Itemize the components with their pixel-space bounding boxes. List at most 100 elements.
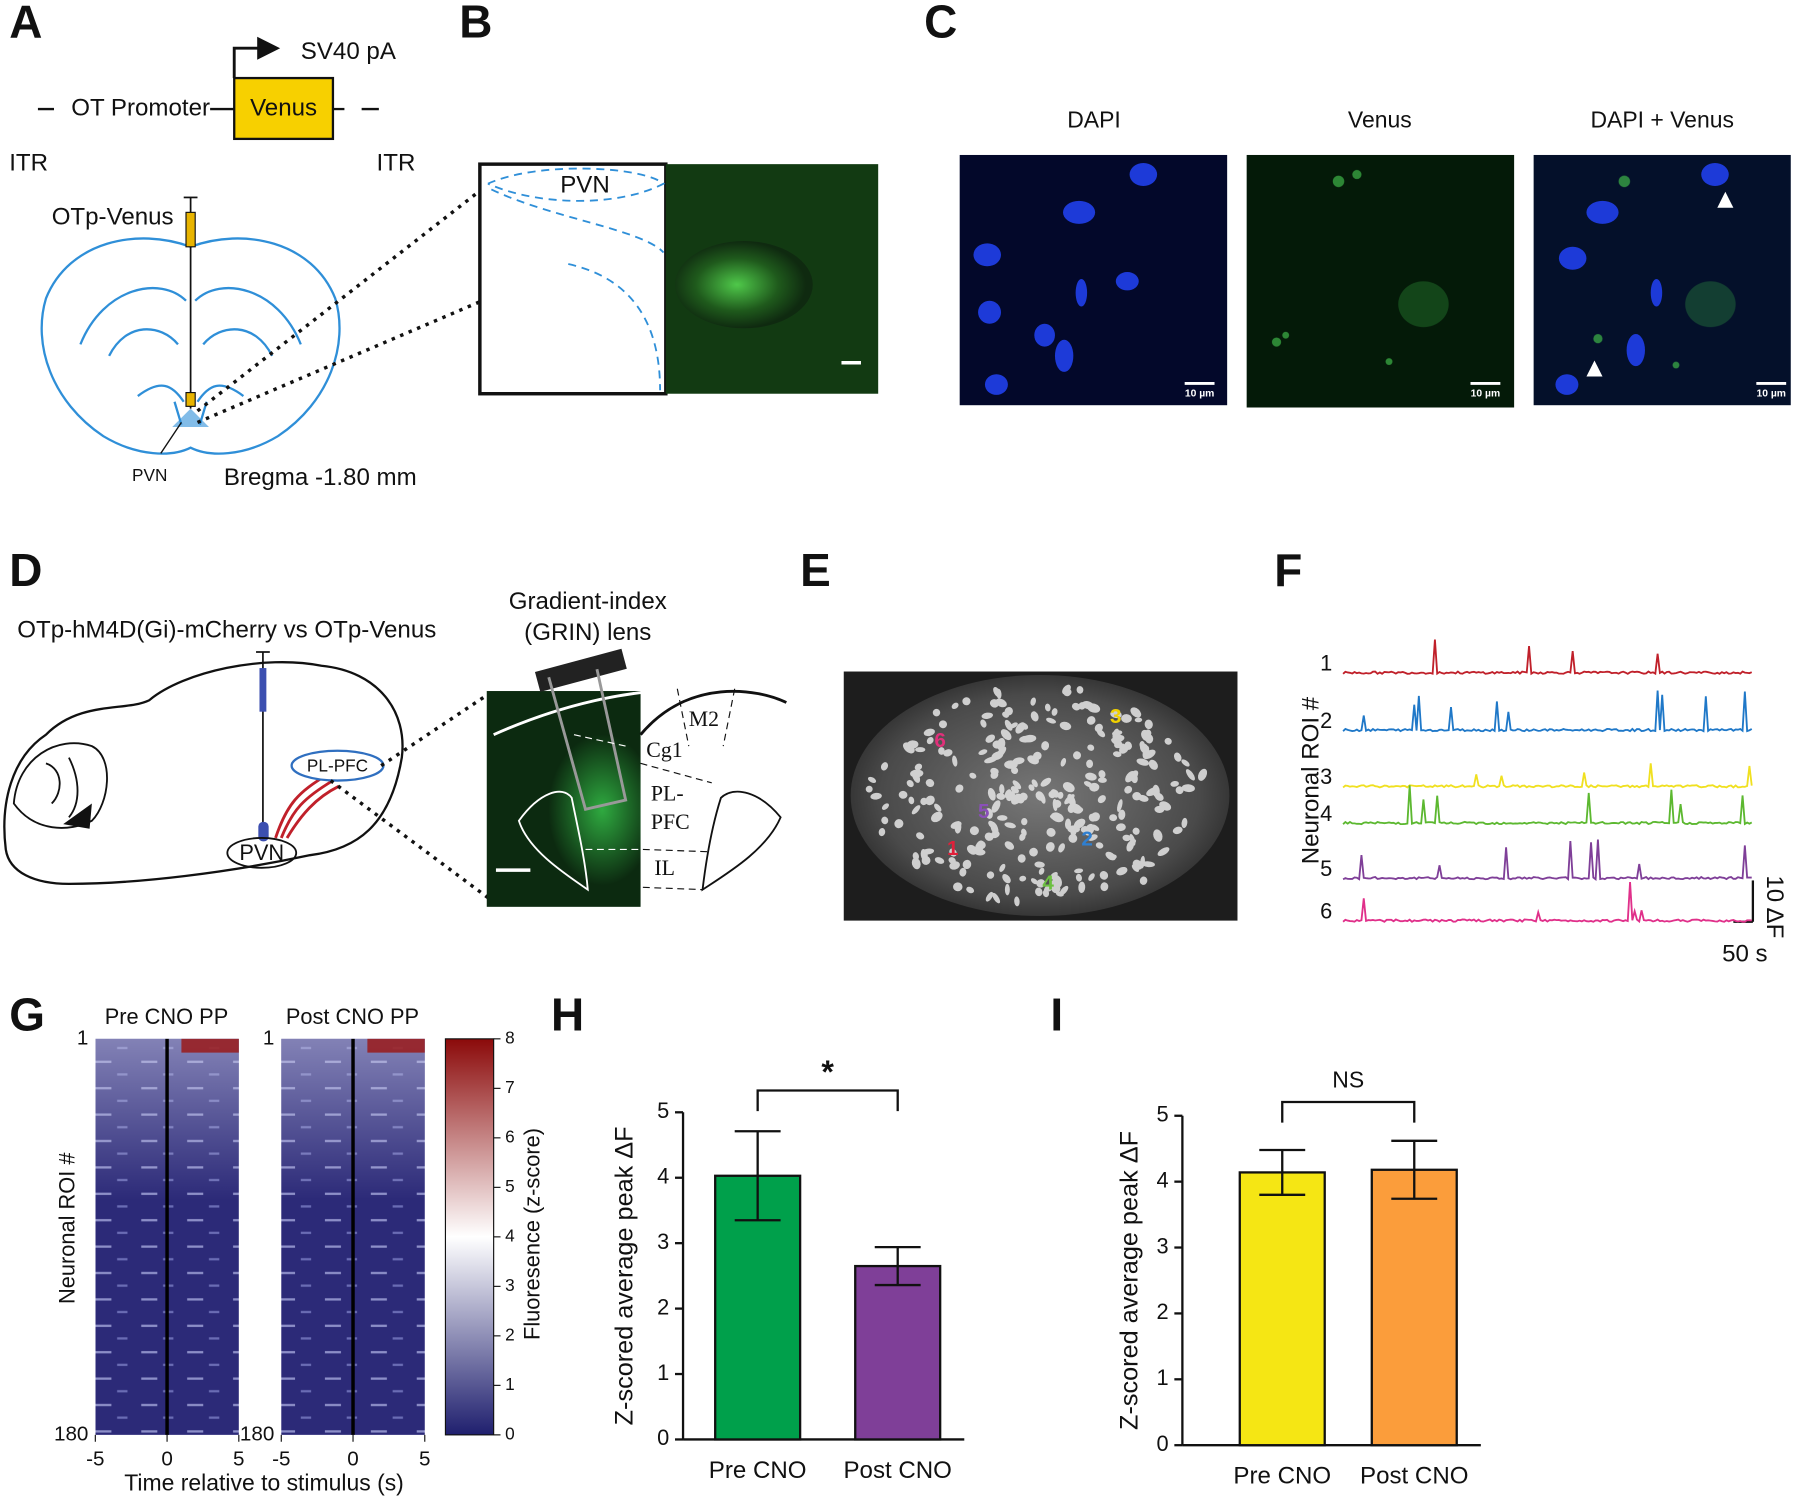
cell	[1019, 735, 1033, 743]
cell	[1050, 789, 1060, 798]
region-label: PVN	[132, 465, 167, 485]
cell	[1017, 796, 1025, 804]
cell	[1118, 809, 1126, 820]
y-tick-label: 0	[1156, 1431, 1168, 1456]
cell	[1088, 873, 1095, 881]
cell	[1098, 770, 1106, 779]
cell	[1059, 721, 1072, 731]
cell	[1002, 874, 1011, 884]
nuclei	[973, 163, 1729, 395]
error-bar	[1259, 1148, 1306, 1196]
cell	[1035, 791, 1045, 801]
cell	[925, 795, 935, 806]
cell	[1029, 847, 1038, 857]
cell	[1040, 777, 1052, 787]
roi-label: 3	[1110, 705, 1122, 728]
cell	[1072, 751, 1082, 760]
cell	[999, 863, 1006, 872]
heatmap-hot	[181, 1038, 239, 1053]
colorbar-tick-label: 8	[505, 1027, 515, 1047]
x-tick-label: Post CNO	[1360, 1463, 1468, 1490]
colorbar-tick-label: 1	[505, 1374, 515, 1394]
cell	[1012, 780, 1022, 790]
cell	[1173, 752, 1182, 762]
cortex-surface	[639, 689, 787, 736]
cell	[938, 720, 948, 729]
cell	[914, 763, 923, 771]
y-axis-label: Z-scored average peak ΔF	[610, 1126, 638, 1425]
cell	[1099, 870, 1109, 880]
cell	[1132, 827, 1140, 835]
sagittal-outline	[3, 661, 404, 886]
area-label: IL	[654, 856, 675, 880]
cell	[1036, 879, 1046, 888]
cells	[865, 684, 1208, 907]
area-label: Cg1	[646, 738, 682, 762]
y-tick-label: 1	[657, 1360, 669, 1385]
panel-label: I	[1050, 988, 1063, 1040]
cell	[997, 815, 1008, 821]
channel-title: DAPI + Venus	[1590, 107, 1733, 133]
cell	[865, 785, 873, 793]
y-axis-label: Neuronal ROI #	[1297, 696, 1324, 864]
cell	[1051, 708, 1058, 716]
cell	[1086, 716, 1096, 725]
area-borders	[640, 688, 736, 891]
roi-number: 4	[1320, 801, 1332, 826]
cell	[1078, 702, 1086, 710]
gene-label: Venus	[250, 94, 317, 121]
cell	[989, 699, 999, 708]
cell	[992, 892, 1001, 904]
colorbar-tick-label: 6	[505, 1126, 515, 1146]
arrowhead	[1586, 360, 1603, 377]
cerebellum	[12, 742, 108, 829]
cell	[906, 740, 919, 749]
cell	[1154, 805, 1165, 813]
y-tick-label: 2	[657, 1294, 669, 1319]
itr-label: ITR	[377, 150, 416, 177]
trace	[1342, 763, 1753, 789]
colorbar	[444, 1038, 495, 1436]
y-tick-label: 5	[1156, 1102, 1168, 1127]
x-axis-label: Time relative to stimulus (s)	[124, 1469, 404, 1495]
y-tick-label: 0	[657, 1425, 669, 1450]
cell	[1000, 729, 1012, 741]
cell	[1116, 866, 1128, 876]
cell	[898, 790, 908, 799]
roi-number: 3	[1320, 764, 1332, 789]
x-tick-label: 5	[233, 1448, 245, 1471]
cell	[1157, 847, 1170, 857]
cell	[1115, 823, 1126, 832]
scale-label: 10 µm	[1757, 388, 1786, 399]
injection-site	[258, 821, 269, 842]
roi-label: 4	[1042, 871, 1054, 894]
cell	[1017, 854, 1026, 863]
panel-label: F	[1274, 544, 1302, 596]
cell	[996, 688, 1002, 699]
pvn-pointer	[160, 422, 182, 454]
cell	[1058, 843, 1065, 853]
cell	[987, 787, 996, 801]
cell	[1131, 864, 1140, 872]
heatmap-title: Pre CNO PP	[105, 1004, 229, 1029]
cell	[1112, 751, 1122, 758]
cell	[950, 821, 962, 829]
trace	[1342, 839, 1752, 881]
y-tick-label: 1	[1156, 1365, 1168, 1390]
cell	[981, 712, 994, 719]
panel-e: 1 2 3 4 5 6	[843, 671, 1238, 921]
cell	[953, 882, 963, 892]
cell	[1111, 738, 1120, 746]
grin-lens	[534, 648, 627, 692]
cell	[1028, 784, 1035, 791]
cell	[996, 792, 1006, 800]
cell	[1170, 780, 1179, 787]
cell	[1035, 887, 1043, 897]
cell	[1057, 791, 1064, 799]
cell	[1100, 882, 1109, 892]
cell	[1129, 770, 1139, 781]
trace	[1342, 785, 1753, 826]
y-tick-label: 1	[263, 1026, 275, 1049]
cell	[1062, 782, 1075, 793]
x-tick-label: -5	[86, 1448, 104, 1471]
